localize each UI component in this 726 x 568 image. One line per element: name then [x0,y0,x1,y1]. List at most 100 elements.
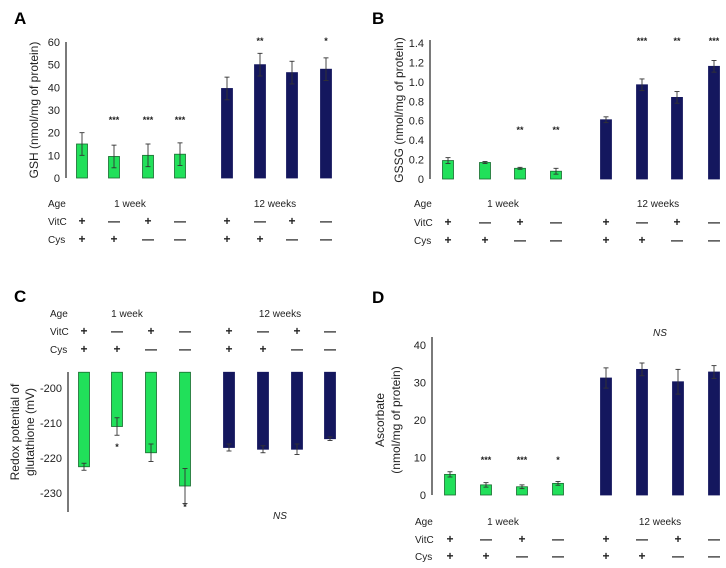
vitc-row-label: VitC [48,217,67,228]
vitc-indicator: — [636,532,648,546]
vitc-indicator: + [147,324,154,338]
y-tick-label: -210 [40,418,62,430]
bar-12-weeks [636,368,648,496]
vitc-indicator: + [602,532,609,546]
cys-indicator: — [286,232,298,246]
not-significant-label: NS [273,511,287,522]
y-tick-label: 20 [414,415,426,427]
y-axis-label: GSSG (nmol/mg of protein) [392,37,406,182]
cys-indicator: + [446,549,453,563]
vitc-indicator: — [108,214,120,228]
cys-indicator: + [481,233,488,247]
y-tick-label: 40 [414,340,426,352]
vitc-indicator: — [708,215,720,229]
y-tick-label: 10 [414,453,426,465]
cys-indicator: + [602,233,609,247]
y-tick-label: 30 [48,105,60,117]
bar-12-weeks [708,65,720,180]
y-tick-label: 0.2 [409,155,424,167]
y-tick-label: 0.4 [409,135,424,147]
cys-indicator: — [291,342,303,356]
cys-indicator: — [179,342,191,356]
vitc-indicator: + [144,214,151,228]
bar-1-week [479,162,491,180]
significance-marker: *** [709,36,720,46]
vitc-indicator: + [225,324,232,338]
vitc-indicator: + [674,532,681,546]
y-tick-label: -230 [40,488,62,500]
cys-indicator: + [638,549,645,563]
cys-indicator: — [145,342,157,356]
significance-marker: ** [256,36,264,46]
vitc-indicator: + [446,532,453,546]
y-tick-label: 60 [48,37,60,49]
cys-indicator: + [256,232,263,246]
vitc-indicator: — [179,324,191,338]
age-1-week-label: 1 week [487,199,520,210]
y-tick-label: 0 [54,173,60,185]
y-tick-label: 0 [418,174,424,186]
vitc-indicator: — [636,215,648,229]
significance-marker: * [183,502,187,512]
vitc-indicator: + [288,214,295,228]
significance-marker: *** [175,115,186,125]
vitc-indicator: — [111,324,123,338]
vitc-indicator: + [78,214,85,228]
y-axis-label: glutathione (mV) [23,388,37,476]
vitc-indicator: — [708,532,720,546]
cys-indicator: + [602,549,609,563]
vitc-indicator: + [516,215,523,229]
cys-indicator: — [516,549,528,563]
y-axis-label: Redox potential of [8,383,22,480]
y-tick-label: 40 [48,82,60,94]
significance-marker: *** [143,115,154,125]
panel-d: D 0 10 20 30 40 Ascorbate (nmol/mg of protein) +… [372,288,720,563]
significance-marker: * [556,455,560,465]
cys-indicator: — [324,342,336,356]
bar-12-weeks [320,68,332,179]
vitc-row-label: VitC [50,327,69,338]
not-significant-label: NS [653,328,667,339]
cys-indicator: + [259,342,266,356]
y-tick-label: -220 [40,453,62,465]
vitc-indicator: — [324,324,336,338]
bar-12-weeks [291,371,303,450]
cys-indicator: — [174,232,186,246]
bar-12-weeks [223,371,235,448]
bar-12-weeks [671,97,683,180]
y-tick-label: 30 [414,378,426,390]
cys-indicator: — [550,233,562,247]
significance-marker: ** [673,36,681,46]
bar-12-weeks [254,64,266,179]
cys-indicator: + [444,233,451,247]
bar-12-weeks [636,84,648,180]
age-12-weeks-label: 12 weeks [639,517,681,528]
age-row-label: Age [48,199,66,210]
vitc-indicator: + [673,215,680,229]
y-tick-label: 50 [48,60,60,72]
age-12-weeks-label: 12 weeks [259,309,301,320]
age-12-weeks-label: 12 weeks [637,199,679,210]
bar-12-weeks [286,72,298,179]
cys-indicator: + [223,232,230,246]
cys-indicator: + [113,342,120,356]
vitc-indicator: — [257,324,269,338]
cys-indicator: — [142,232,154,246]
vitc-indicator: + [518,532,525,546]
age-row-label: Age [50,309,68,320]
age-1-week-label: 1 week [111,309,144,320]
y-tick-label: 0.6 [409,116,424,128]
significance-marker: *** [637,36,648,46]
cys-row-label: Cys [415,552,432,563]
significance-marker: *** [517,455,528,465]
vitc-indicator: + [80,324,87,338]
cys-indicator: — [708,549,720,563]
y-axis-label: Ascorbate [373,393,387,447]
age-1-week-label: 1 week [114,199,147,210]
significance-marker: *** [481,455,492,465]
y-tick-label: -200 [40,383,62,395]
vitc-indicator: + [293,324,300,338]
y-tick-label: 0.8 [409,96,424,108]
